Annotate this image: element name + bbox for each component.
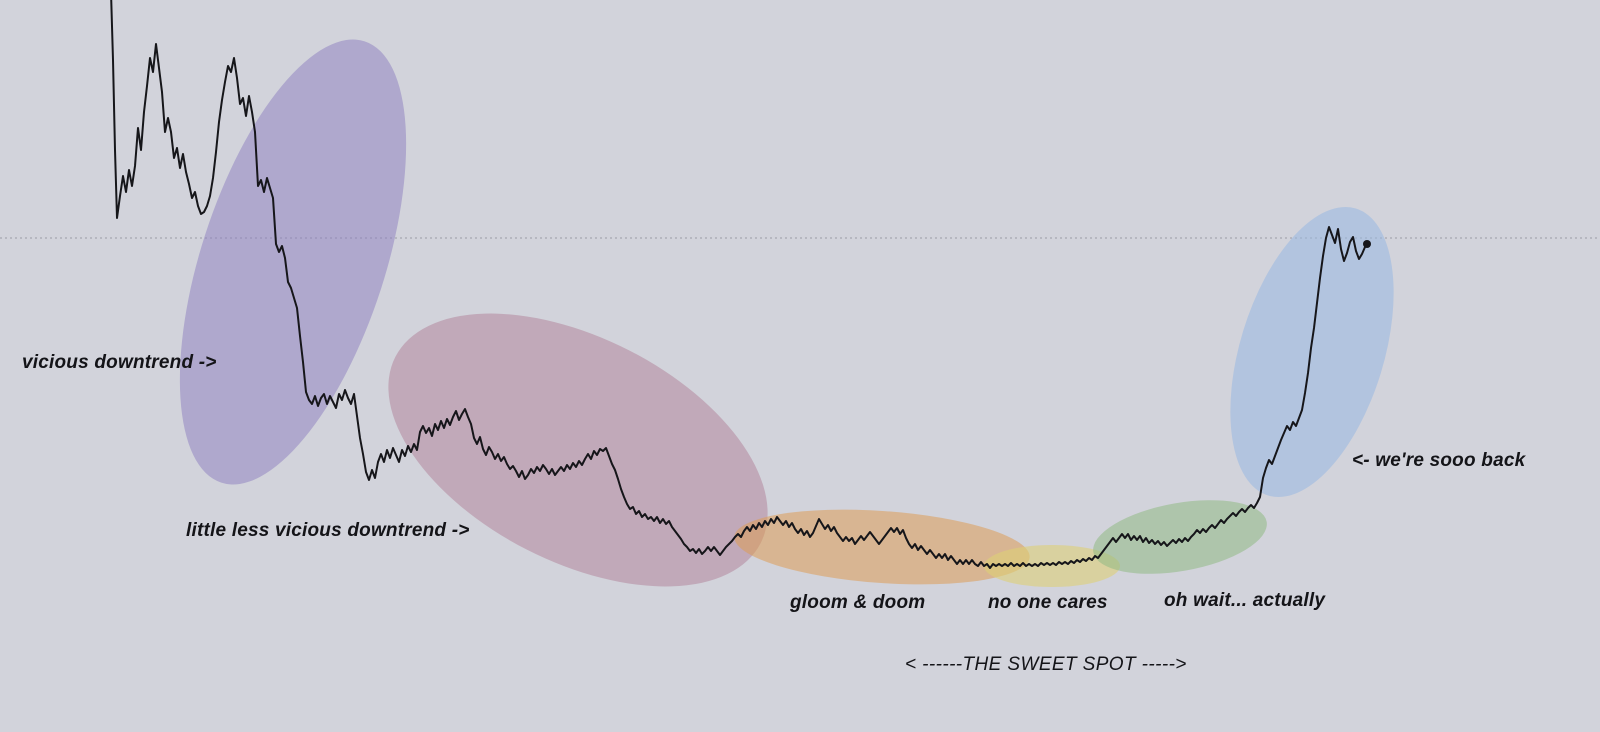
no-one-cares-highlight-ellipse: [984, 545, 1120, 587]
gloom-doom-highlight-ellipse: [734, 509, 1030, 585]
annotation-vicious-downtrend: vicious downtrend ->: [22, 352, 217, 373]
less-vicious-downtrend-highlight-ellipse: [388, 313, 768, 587]
vicious-downtrend-highlight-ellipse: [179, 39, 407, 485]
annotation-the-sweet-spot: < ------THE SWEET SPOT ----->: [905, 654, 1187, 675]
price-line: [110, 0, 1368, 569]
annotation-no-one-cares: no one cares: [988, 592, 1108, 613]
line-end-marker-dot: [1363, 240, 1371, 248]
annotation-were-sooo-back: <- we're sooo back: [1352, 450, 1526, 471]
annotation-gloom-and-doom: gloom & doom: [790, 592, 926, 613]
annotation-oh-wait-actually: oh wait... actually: [1164, 590, 1326, 611]
sooo-back-highlight-ellipse: [1230, 207, 1394, 497]
annotation-little-less-vicious-downtrend: little less vicious downtrend ->: [186, 520, 470, 541]
oh-wait-highlight-ellipse: [1093, 500, 1267, 574]
